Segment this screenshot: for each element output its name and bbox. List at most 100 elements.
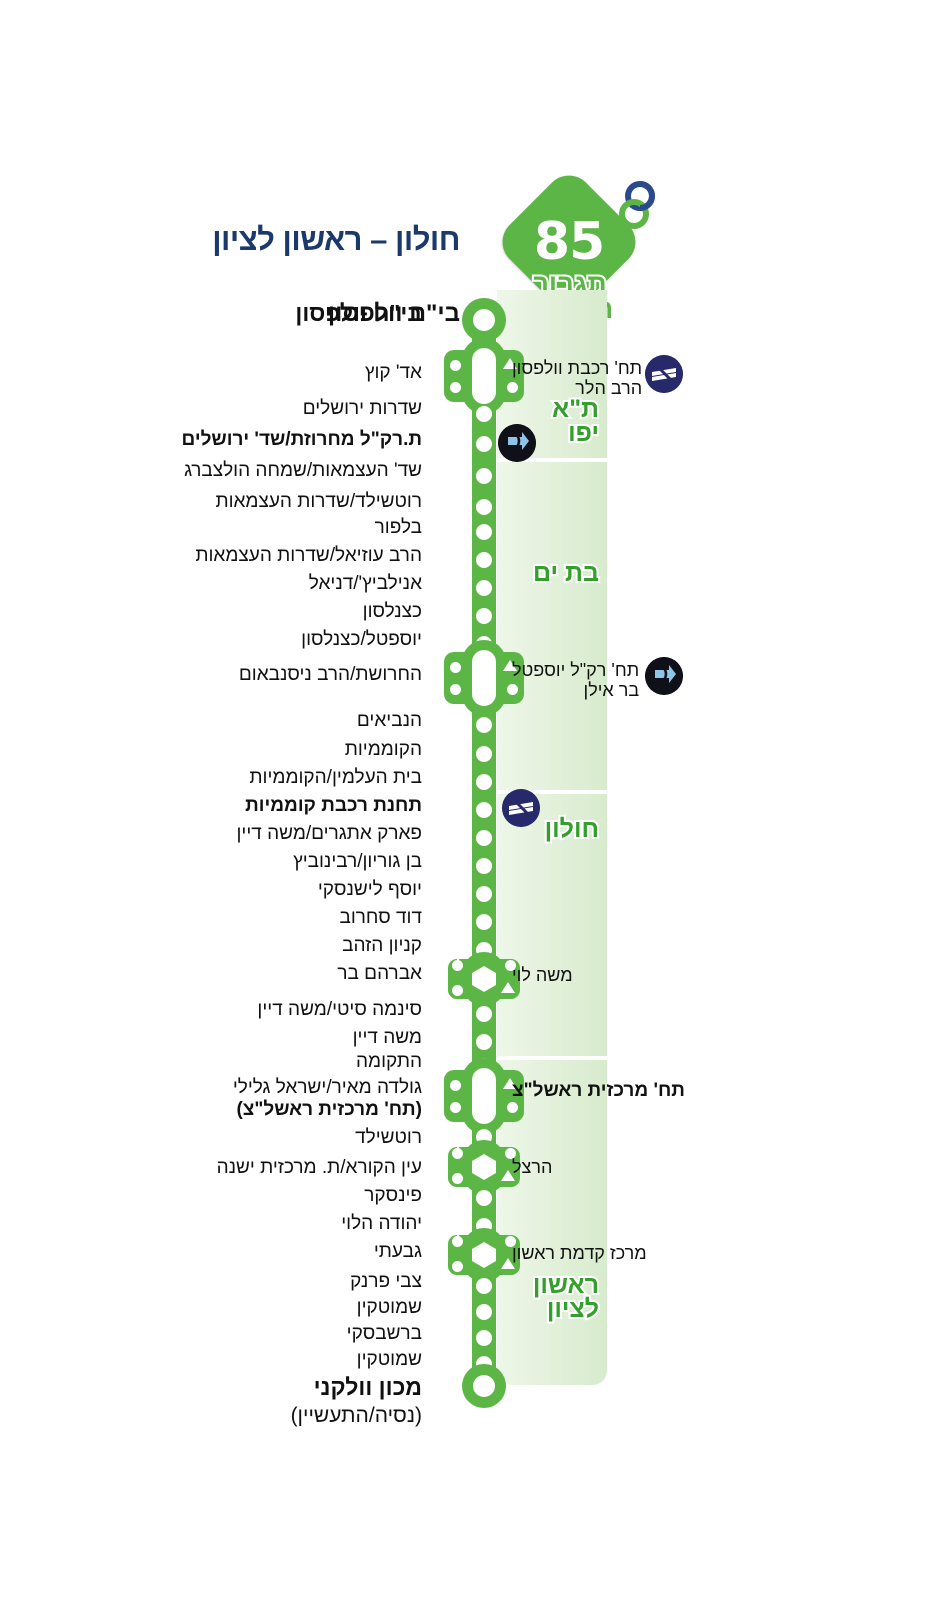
stop-label: דוד סחרוב <box>339 907 422 928</box>
hub-caption-line2: הרב הלר <box>575 378 643 399</box>
origin-title: בי"ח וולפסון <box>327 300 460 327</box>
stop-label: גולדה מאיר/ישראל גלילי <box>232 1077 422 1098</box>
stop-marker[interactable] <box>476 914 492 930</box>
city-label-holon: חולון <box>543 815 601 844</box>
stop-marker[interactable] <box>476 552 492 568</box>
stop-marker[interactable] <box>476 886 492 902</box>
stop-label: שדרות ירושלים <box>302 398 422 419</box>
stop-marker-interchange[interactable] <box>444 639 524 716</box>
stop-label: שד' העצמאות/שמחה הולצברג <box>184 460 422 481</box>
stop-label: רוטשילד/שדרות העצמאות <box>215 491 422 512</box>
stop-label: שמוטקין <box>356 1349 422 1370</box>
stop-marker[interactable] <box>476 468 492 484</box>
stop-label: אד' קוץ <box>364 362 422 383</box>
stop-marker[interactable] <box>476 580 492 596</box>
stop-label: סינמה סיטי/משה דיין <box>257 999 422 1020</box>
stop-label: שמוטקין <box>356 1297 422 1318</box>
stop-label: ת.רק"ל מחרוזת/שד' ירושלים <box>181 429 422 450</box>
stop-label: פארק אתגרים/משה דיין <box>236 823 422 844</box>
stop-label: בי"ח וולפסון <box>295 300 422 326</box>
stop-label-secondary: (תח' מרכזית ראשל"צ) <box>236 1099 422 1120</box>
city-bands: ת"א יפו בת ים חולון ראשון לציון <box>497 290 607 1385</box>
stop-marker[interactable] <box>476 830 492 846</box>
rail-icon[interactable] <box>502 789 540 827</box>
stop-marker[interactable] <box>476 717 492 733</box>
stop-label: הנביאים <box>356 710 422 731</box>
stop-marker[interactable] <box>476 1006 492 1022</box>
city-band-holon <box>497 794 607 1056</box>
city-label-rishon-lezion: ראשון לציון <box>531 1271 601 1323</box>
hub-caption-kidmat-rishon: מרכז קדמת ראשון <box>512 1243 647 1263</box>
stop-marker[interactable] <box>476 406 492 422</box>
stop-label: החרושת/הרב ניסנבאום <box>238 664 422 685</box>
stop-marker[interactable] <box>476 524 492 540</box>
stop-label: אברהם בר <box>337 963 422 984</box>
stop-marker[interactable] <box>476 1034 492 1050</box>
stop-marker[interactable] <box>476 499 492 515</box>
hub-caption-yoseftal-lrt: תח' רק"ל יוספטל בר אילן <box>512 660 639 700</box>
stop-label: רוטשילד <box>355 1127 422 1148</box>
stop-marker-hub[interactable] <box>448 1138 520 1194</box>
city-label-line1: חולון <box>543 815 601 844</box>
stop-marker[interactable] <box>476 436 492 452</box>
stop-label: יהודה הלוי <box>341 1213 422 1234</box>
stop-label: בן גוריון/רבינוביץ <box>293 851 422 872</box>
band-divider <box>497 790 607 794</box>
lightrail-icon[interactable] <box>498 424 536 462</box>
stop-label: ברשבסקי <box>346 1323 422 1344</box>
city-label-line1: ראשון <box>531 1271 601 1300</box>
stop-label: קניון הזהב <box>342 935 422 956</box>
stop-label: אנילביץ'/דניאל <box>308 573 422 594</box>
stop-marker[interactable] <box>476 608 492 624</box>
city-label-line2: יפו <box>566 418 601 447</box>
stop-label: בית העלמין/הקוממיות <box>249 767 422 788</box>
stop-label: התקומה <box>355 1051 422 1072</box>
hub-caption-line2: בר אילן <box>583 680 640 701</box>
stop-marker[interactable] <box>476 858 492 874</box>
city-label-line1: בת ים <box>531 559 601 588</box>
stop-marker[interactable] <box>476 1190 492 1206</box>
stop-label: גבעתי <box>373 1241 422 1262</box>
city-band-bat-yam <box>497 462 607 790</box>
stop-label: כצנלסון <box>362 601 422 622</box>
route-line <box>472 316 496 1386</box>
stop-label: הרב עוזיאל/שדרות העצמאות <box>195 545 422 566</box>
stop-label: עין הקורא/ת. מרכזית ישנה <box>216 1157 422 1178</box>
hub-caption-line1: תח' רכבת וולפסון <box>512 358 643 378</box>
stop-label: מכון וולקני <box>313 1374 422 1400</box>
city-label-bat-yam: בת ים <box>531 559 601 588</box>
hub-caption-rishon-central: תח' מרכזית ראשל"צ <box>512 1080 685 1101</box>
stop-label: הקוממיות <box>344 739 422 760</box>
stop-marker-terminus[interactable] <box>462 1364 506 1408</box>
lightrail-icon[interactable] <box>645 657 683 695</box>
band-divider <box>497 458 607 462</box>
stop-marker[interactable] <box>476 1304 492 1320</box>
band-divider <box>497 1056 607 1060</box>
stop-marker-terminus[interactable] <box>462 298 506 342</box>
stop-marker[interactable] <box>476 774 492 790</box>
stop-marker-hub[interactable] <box>448 950 520 1006</box>
stop-marker[interactable] <box>476 1278 492 1294</box>
stop-marker-interchange[interactable] <box>444 1057 524 1134</box>
city-label-line2: לציון <box>545 1294 601 1323</box>
stop-marker-hub[interactable] <box>448 1226 520 1282</box>
stop-label-secondary: (נסיה/התעשיין) <box>290 1404 422 1427</box>
hub-caption-wolfson-rail: תח' רכבת וולפסון הרב הלר <box>512 358 642 398</box>
stop-label: תחנת רכבת קוממיות <box>245 795 422 816</box>
city-label-line1: ת"א <box>550 395 601 424</box>
stop-marker[interactable] <box>476 746 492 762</box>
rail-icon[interactable] <box>645 355 683 393</box>
stop-label: משה דיין <box>352 1027 422 1048</box>
stop-marker[interactable] <box>476 1330 492 1346</box>
route-number: 85 <box>533 212 605 272</box>
city-label-tel-aviv-yafo: ת"א יפו <box>550 395 601 447</box>
stop-label: יוספטל/כצנלסון <box>301 629 422 650</box>
stop-marker[interactable] <box>476 802 492 818</box>
transit-rings-logo <box>619 181 655 229</box>
stop-label: בלפור <box>374 517 422 538</box>
stop-marker-interchange[interactable] <box>444 337 524 414</box>
stop-label: צבי פרנק <box>350 1271 422 1292</box>
hub-caption-herzl: הרצל <box>512 1157 553 1177</box>
stop-label: פינסקר <box>364 1185 422 1206</box>
